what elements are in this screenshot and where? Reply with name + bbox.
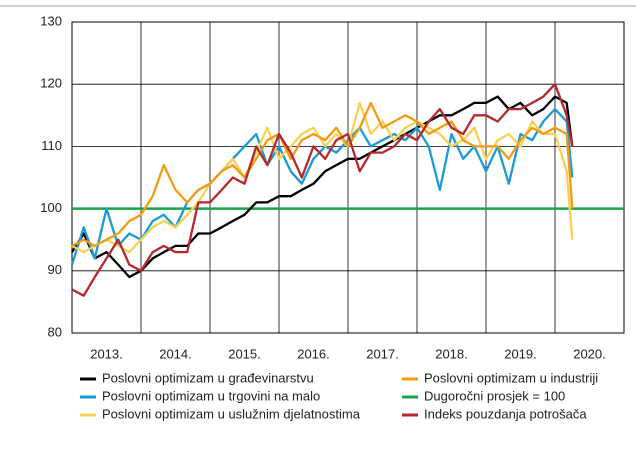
legend-label: Poslovni optimizam u industriji [424, 370, 598, 385]
y-tick-label: 120 [40, 76, 62, 91]
series-line [71, 83, 574, 297]
x-tick-label: 2018. [435, 346, 468, 361]
x-tick-label: 2014. [159, 346, 192, 361]
x-tick-label: 2020. [573, 346, 606, 361]
legend-label: Dugoročni prosjek = 100 [424, 388, 565, 403]
legend-label: Poslovni optimizam u uslužnim djelatnost… [102, 406, 361, 421]
x-tick-label: 2015. [228, 346, 261, 361]
series-line [71, 101, 574, 248]
x-tick-label: 2019. [504, 346, 537, 361]
x-tick-label: 2016. [297, 346, 330, 361]
y-tick-label: 130 [40, 13, 62, 28]
y-tick-label: 80 [48, 324, 62, 339]
legend-label: Indeks pouzdanja potrošača [424, 406, 587, 421]
series-line [70, 107, 574, 265]
x-tick-label: 2013. [90, 346, 123, 361]
x-tick-label: 2017. [366, 346, 399, 361]
legend-label: Poslovni optimizam u trgovini na malo [102, 388, 320, 403]
y-tick-label: 100 [40, 200, 62, 215]
y-tick-label: 90 [48, 262, 62, 277]
legend-label: Poslovni optimizam u građevinarstvu [102, 370, 314, 385]
y-tick-label: 110 [41, 138, 62, 153]
series-line [71, 95, 574, 279]
